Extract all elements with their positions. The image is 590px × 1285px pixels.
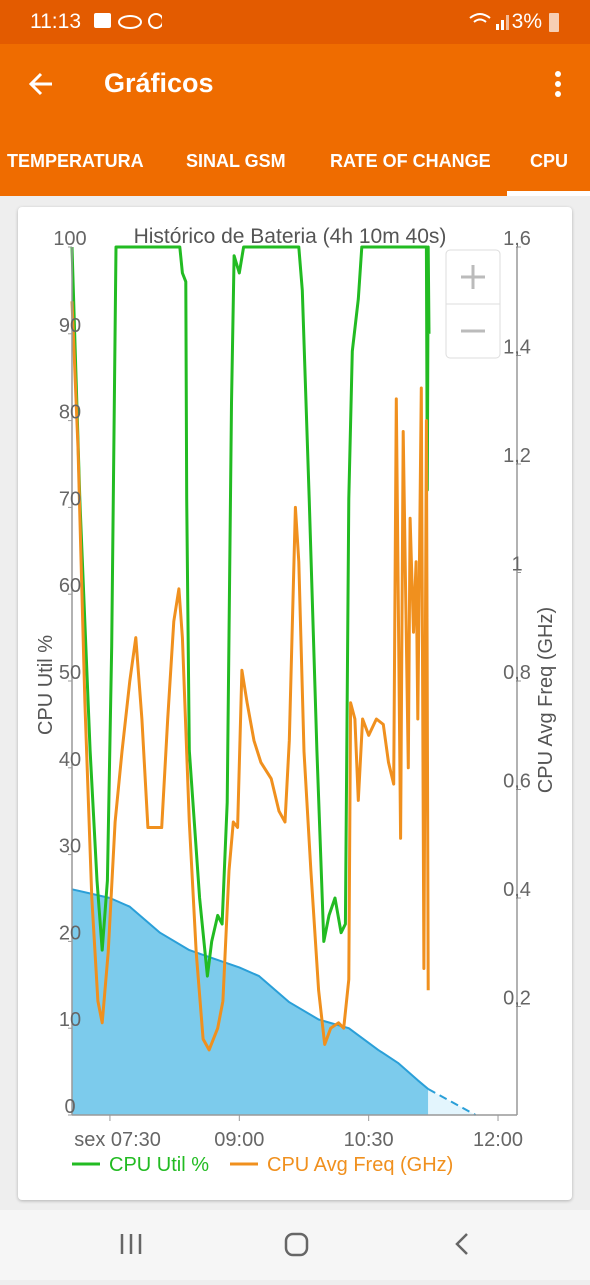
- y-tick-label: 80: [59, 402, 81, 424]
- area: [72, 889, 429, 1115]
- clock: 11:13: [30, 10, 81, 33]
- line: [427, 1088, 477, 1116]
- home-button[interactable]: [284, 1232, 309, 1257]
- y-tick-label: 50: [59, 662, 81, 684]
- legend-label: CPU Util %: [109, 1154, 209, 1176]
- nav-buttons: [120, 1232, 468, 1257]
- tab-indicator: [507, 191, 590, 196]
- line: [70, 245, 431, 978]
- y-axis-label: CPU Util %: [35, 635, 57, 735]
- chart-title: Histórico de Bateria (4h 10m 40s): [134, 225, 447, 248]
- line: [70, 301, 430, 1052]
- zoom-controls: [445, 249, 501, 359]
- y2-tick-label: 0,2: [503, 988, 531, 1010]
- notification-icons: [94, 13, 162, 29]
- x-tick-label: 12:00: [473, 1129, 523, 1151]
- battery-icon: [549, 13, 559, 32]
- x-tick-label: 09:00: [214, 1129, 264, 1151]
- legend-label: CPU Avg Freq (GHz): [267, 1154, 453, 1176]
- back-nav-button[interactable]: [455, 1233, 468, 1255]
- y-tick-label: 30: [59, 836, 81, 858]
- menu-button[interactable]: [553, 70, 563, 100]
- back-button[interactable]: [26, 69, 56, 99]
- tab[interactable]: SINAL GSM: [186, 151, 286, 171]
- plot-area: [70, 245, 477, 1116]
- y2-tick-label: 0,8: [503, 662, 531, 684]
- status-bar: 11:13 3%: [0, 0, 590, 44]
- chart: Histórico de Bateria (4h 10m 40s) CPU Ut…: [35, 225, 557, 1176]
- y2-tick-label: 1,6: [503, 228, 531, 250]
- y-tick-label: 60: [59, 575, 81, 597]
- y2-tick-label: 1,4: [503, 337, 531, 359]
- y2-tick-label: 1: [511, 554, 522, 576]
- y-tick-label: 70: [59, 488, 81, 510]
- y-tick-label: 90: [59, 315, 81, 337]
- recents-button[interactable]: [120, 1234, 142, 1254]
- y2-tick-label: 0,6: [503, 771, 531, 793]
- tab[interactable]: TEMPERATURA: [7, 151, 144, 171]
- zoom-in[interactable]: [461, 265, 485, 289]
- y-tick-label: 20: [59, 922, 81, 944]
- battery-level: 3%: [511, 10, 542, 33]
- y-tick-label: 0: [64, 1096, 75, 1118]
- tab-bar: TEMPERATURA SINAL GSM RATE OF CHANGE CPU: [0, 140, 590, 196]
- y2-axis-label: CPU Avg Freq (GHz): [535, 607, 557, 793]
- y2-tick-label: 1,2: [503, 445, 531, 467]
- navigation-bar: [0, 1210, 590, 1280]
- app-title: Gráficos: [104, 68, 214, 98]
- app-bar: Gráficos: [0, 44, 590, 140]
- y-tick-label: 100: [53, 228, 86, 250]
- x-tick-label: sex 07:30: [74, 1129, 161, 1151]
- line: [71, 888, 429, 1090]
- y-tick-label: 10: [59, 1009, 81, 1031]
- signal-icons: [469, 13, 509, 30]
- x-tick-label: 10:30: [344, 1129, 394, 1151]
- y-tick-label: 40: [59, 749, 81, 771]
- tab[interactable]: RATE OF CHANGE: [330, 151, 491, 171]
- y2-tick-label: 0,4: [503, 879, 531, 901]
- tab-selected[interactable]: CPU: [530, 151, 569, 171]
